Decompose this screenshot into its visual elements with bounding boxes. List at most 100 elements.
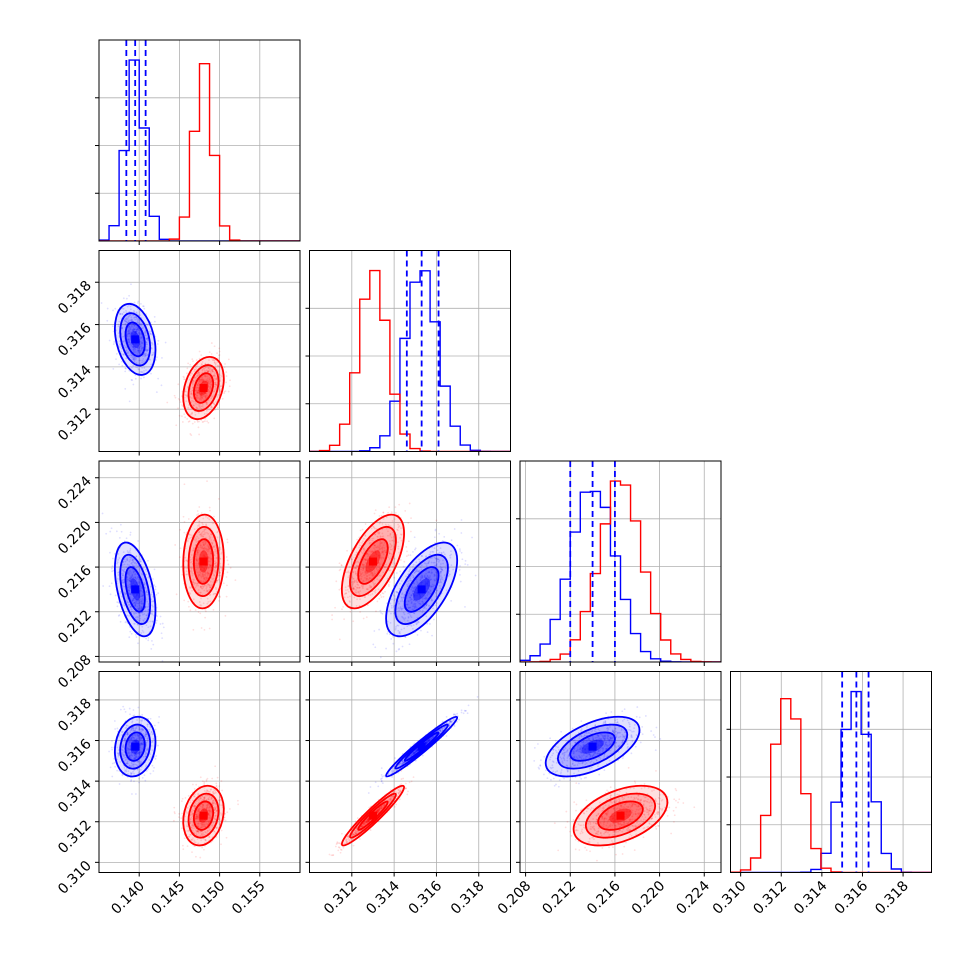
scatter-point (109, 766, 112, 769)
scatter-point (128, 756, 131, 759)
scatter-point (228, 385, 231, 388)
scatter-point (199, 397, 201, 400)
scatter-point (466, 564, 469, 566)
scatter-point (434, 528, 437, 531)
scatter-point (381, 550, 384, 553)
scatter-point (111, 325, 114, 328)
scatter-point (134, 734, 137, 736)
scatter-point (204, 572, 207, 575)
scatter-point (125, 345, 128, 348)
scatter-point (194, 368, 197, 371)
scatter-point (381, 551, 383, 553)
scatter-point (121, 774, 124, 777)
scatter-point (131, 793, 133, 795)
scatter-point (195, 855, 197, 858)
scatter-point (218, 373, 221, 376)
scatter-point (352, 581, 355, 584)
scatter-point (364, 596, 367, 599)
scatter-point (206, 548, 208, 551)
scatter-point (443, 535, 446, 538)
scatter-point (129, 739, 132, 741)
scatter-point (121, 326, 124, 329)
scatter-point (403, 560, 406, 563)
scatter-point (152, 600, 155, 603)
scatter-point (389, 546, 392, 549)
scatter-point (186, 372, 188, 375)
scatter-point (364, 571, 367, 574)
scatter-point (216, 536, 219, 539)
scatter-point (151, 342, 154, 345)
scatter-point (138, 736, 141, 739)
scatter-point (219, 557, 221, 560)
scatter-point (145, 343, 148, 346)
scatter-point (123, 570, 125, 573)
scatter-point (364, 558, 366, 560)
scatter-point (382, 551, 384, 554)
scatter-point (207, 556, 210, 559)
scatter-point (134, 576, 137, 578)
scatter-point (129, 593, 132, 596)
scatter-point (366, 555, 369, 558)
scatter-point (353, 596, 356, 599)
scatter-point (123, 339, 126, 342)
scatter-point (407, 600, 410, 603)
scatter-point (133, 324, 136, 327)
scatter-point (196, 551, 199, 554)
scatter-point (358, 604, 361, 607)
scatter-point (413, 571, 416, 574)
scatter-point (430, 585, 433, 588)
scatter-point (394, 628, 397, 631)
scatter-point (145, 589, 148, 592)
scatter-point (122, 574, 124, 577)
scatter-point (398, 595, 401, 598)
scatter-point (147, 576, 150, 579)
scatter-point (212, 608, 215, 611)
scatter-point (125, 566, 128, 569)
scatter-point (356, 565, 358, 567)
scatter-point (152, 351, 155, 354)
scatter-point (440, 581, 443, 584)
scatter-point (363, 563, 366, 566)
scatter-point (213, 515, 215, 518)
scatter-point (129, 578, 132, 580)
scatter-point (410, 593, 413, 596)
scatter-point (182, 848, 185, 851)
scatter-point (120, 731, 123, 734)
scatter-point (144, 779, 147, 782)
scatter-point (360, 584, 363, 587)
scatter-point (196, 391, 199, 394)
scatter-point (459, 550, 461, 552)
scatter-point (139, 362, 141, 365)
scatter-point (138, 368, 141, 371)
scatter-point (139, 585, 142, 588)
scatter-point (191, 589, 193, 592)
scatter-point (201, 403, 204, 406)
scatter-point (133, 347, 136, 349)
scatter-point (423, 562, 426, 565)
scatter-point (200, 396, 203, 399)
scatter-point (376, 600, 379, 603)
scatter-point (187, 362, 190, 365)
scatter-point (151, 620, 154, 623)
scatter-point (389, 542, 392, 545)
scatter-point (151, 620, 154, 623)
scatter-point (352, 587, 355, 590)
scatter-point (190, 392, 193, 395)
scatter-point (198, 380, 201, 383)
scatter-point (126, 563, 129, 566)
scatter-point (408, 596, 411, 599)
scatter-point (431, 634, 433, 637)
scatter-point (198, 373, 200, 376)
scatter-point (218, 595, 221, 598)
scatter-point (209, 584, 211, 587)
scatter-point (200, 534, 203, 537)
scatter-point (140, 589, 143, 592)
scatter-point (206, 597, 209, 600)
scatter-point (414, 600, 417, 603)
scatter-point (127, 584, 129, 587)
scatter-point (207, 421, 210, 424)
scatter-point (362, 547, 365, 549)
scatter-point (145, 624, 148, 627)
scatter-point (401, 616, 404, 619)
scatter-point (121, 360, 123, 363)
